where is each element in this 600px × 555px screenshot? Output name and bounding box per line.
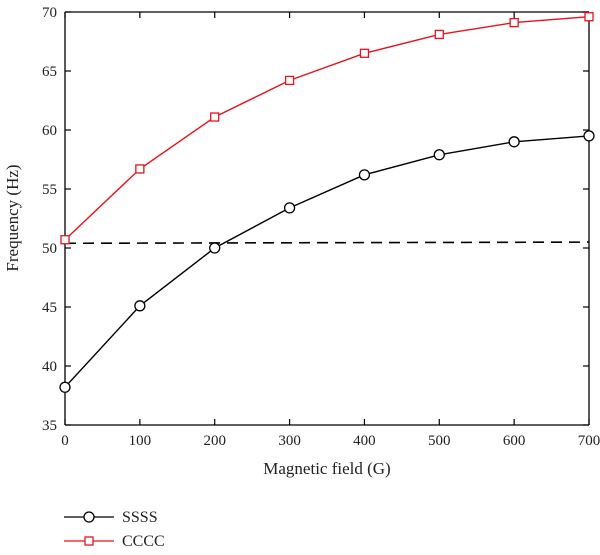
data-point-cccc (434, 29, 444, 40)
x-tick-label: 300 (278, 433, 301, 449)
legend-marker-cccc (84, 536, 94, 546)
data-point-cccc (584, 12, 594, 22)
reference-line-dashed (64, 241, 590, 245)
x-tick-label: 0 (61, 433, 69, 449)
data-point-cccc (509, 17, 519, 28)
data-point-cccc (284, 75, 295, 86)
data-point-ssss (508, 136, 520, 148)
data-point-cccc (210, 112, 220, 122)
legend-label-ssss: SSSS (122, 509, 158, 526)
legend-marker-ssss (83, 511, 95, 523)
y-tick-label: 60 (42, 123, 57, 139)
series-layer (59, 12, 595, 393)
x-tick-label: 600 (503, 433, 526, 449)
data-point-cccc (135, 164, 145, 174)
data-point-cccc (359, 48, 370, 58)
plot-area (64, 11, 590, 426)
legend-label-cccc: CCCC (122, 533, 165, 550)
x-tick-label: 200 (203, 433, 226, 449)
y-ticks: 35 40 45 50 55 60 65 70 (42, 5, 589, 434)
y-tick-label: 55 (42, 182, 57, 198)
x-tick-label: 700 (578, 433, 600, 449)
legend: SSSS CCCC (64, 509, 165, 550)
y-tick-label: 40 (42, 359, 57, 375)
y-tick-label: 50 (42, 241, 57, 257)
y-tick-label: 70 (42, 5, 57, 21)
data-point-ssss (59, 381, 71, 393)
data-point-ssss (209, 242, 221, 254)
data-point-ssss (358, 169, 371, 181)
x-tick-label: 500 (428, 433, 451, 449)
series-line-ssss (64, 135, 590, 388)
x-tick-label: 100 (129, 433, 152, 449)
legend-item-ssss: SSSS (64, 509, 158, 526)
data-point-ssss (433, 149, 445, 161)
y-tick-label: 65 (42, 64, 57, 80)
legend-item-cccc: CCCC (64, 533, 165, 550)
data-point-ssss (583, 130, 595, 142)
reference-line-layer (64, 241, 590, 245)
y-tick-label: 35 (42, 418, 57, 434)
data-point-ssss (134, 300, 146, 312)
y-tick-label: 45 (42, 300, 57, 316)
data-point-cccc (60, 235, 70, 245)
x-tick-label: 400 (353, 433, 376, 449)
x-axis-title: Magnetic field (G) (263, 459, 390, 478)
series-line-cccc (64, 16, 590, 241)
data-point-ssss (283, 202, 296, 214)
y-axis-title: Frequency (Hz) (3, 164, 22, 271)
x-ticks: 0 100 200 300 400 500 600 700 (61, 12, 600, 449)
